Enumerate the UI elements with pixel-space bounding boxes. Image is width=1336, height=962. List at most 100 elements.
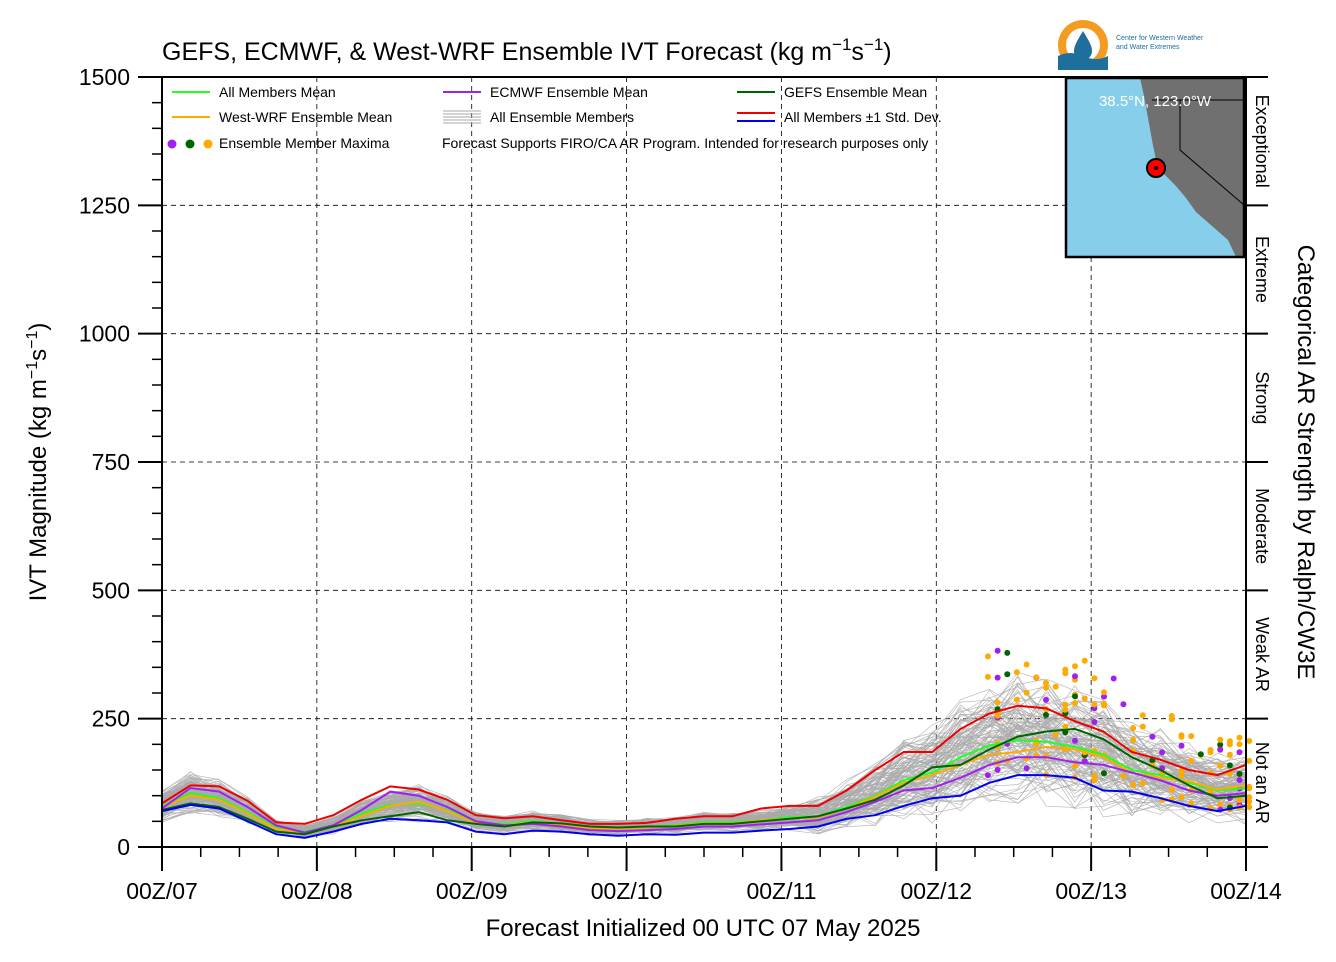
member-maximum-dot	[994, 699, 1001, 706]
grid-lines	[162, 77, 1246, 847]
member-maximum-dot	[984, 653, 991, 660]
member-maximum-dot	[1081, 695, 1088, 702]
member-maximum-dot	[1004, 649, 1011, 656]
member-maximum-dot	[1062, 723, 1069, 730]
legend-label-wrf-mean: West-WRF Ensemble Mean	[219, 109, 392, 125]
legend-dot-wrf	[203, 139, 213, 149]
member-maximum-dot	[1072, 762, 1078, 769]
location-inset-map: 38.5°N, 123.0°W	[1064, 76, 1246, 259]
member-maximum-dot	[1178, 742, 1185, 749]
legend-dot-gefs	[185, 139, 195, 149]
member-maximum-dot	[1236, 734, 1243, 741]
member-maximum-dot	[1091, 773, 1098, 779]
member-maximum-dot	[1052, 683, 1059, 690]
member-maximum-dot	[994, 647, 1001, 654]
category-axis: Not an AR Weak AR Moderate Strong Extreme Exc…	[1246, 76, 1272, 848]
member-maximum-dot	[984, 772, 991, 779]
member-maximum-dot	[1236, 770, 1243, 777]
series-line-ecmwf-mean	[161, 756, 1247, 834]
member-maximum-dot	[1236, 749, 1243, 756]
member-maximum-dot	[1168, 786, 1175, 793]
member-maximum-dot	[1101, 700, 1107, 707]
member-maximum-dot	[1120, 701, 1127, 708]
ensemble-member-line	[161, 712, 1247, 830]
member-maximum-dot	[1217, 741, 1224, 748]
legend-label-gefs-mean: GEFS Ensemble Mean	[784, 84, 927, 100]
y-tick-label: 0	[117, 834, 130, 860]
member-maximum-dot	[1062, 701, 1069, 708]
inset-land	[1140, 78, 1244, 257]
member-maximum-dot	[1139, 723, 1146, 730]
member-maximum-dot	[1178, 794, 1185, 801]
x-axis-label: Forecast Initialized 00 UTC 07 May 2025	[486, 915, 921, 942]
x-tick-label: 00Z/08	[281, 878, 353, 904]
member-maximum-dot	[1246, 798, 1253, 805]
y-axis: 0 250 500 750 1000 1250 1500	[79, 64, 162, 860]
legend-label-std: All Members ±1 Std. Dev.	[784, 109, 942, 125]
member-maximum-dot	[1226, 738, 1233, 745]
member-maximum-dot	[1168, 712, 1175, 719]
member-maximum-dot	[1101, 693, 1107, 700]
member-maximum-dot	[1188, 800, 1195, 807]
member-maximum-dot	[1043, 696, 1049, 703]
member-maximum-dot	[1130, 781, 1137, 788]
member-maximum-dot	[994, 712, 1001, 719]
member-maximum-dot	[1217, 801, 1224, 808]
logo-waves	[1058, 53, 1108, 70]
member-maximum-dot	[1091, 701, 1098, 708]
member-maximum-dot	[1072, 700, 1078, 707]
legend-label-ecmwf-mean: ECMWF Ensemble Mean	[490, 84, 648, 100]
member-maximum-dot	[1072, 737, 1078, 744]
x-tick-label: 00Z/14	[1210, 878, 1282, 904]
location-marker-dot	[1154, 166, 1158, 170]
y-tick-label: 500	[92, 577, 130, 603]
chart-title: GEFS, ECMWF, & West-WRF Ensemble IVT For…	[162, 35, 892, 66]
member-maximum-dot	[1101, 770, 1107, 777]
member-maximum-dot	[1246, 804, 1253, 811]
water-drop-icon	[1074, 31, 1092, 60]
x-tick-label: 00Z/13	[1055, 878, 1127, 904]
member-maximum-dot	[1062, 706, 1069, 713]
category-label: Weak AR	[1252, 617, 1272, 692]
y-tick-label: 750	[92, 449, 130, 475]
member-maximum-dot	[1023, 661, 1030, 668]
member-maximum-dot	[994, 674, 1001, 681]
member-maximum-dot	[1120, 773, 1127, 780]
member-maximum-dot	[1236, 797, 1243, 803]
x-tick-label: 00Z/11	[746, 878, 816, 904]
member-maximum-dot	[1188, 757, 1195, 764]
member-maximum-dot	[1149, 733, 1156, 740]
inset-state-lines	[1152, 99, 1245, 206]
y-tick-label: 1000	[79, 321, 130, 347]
mean-series	[161, 704, 1247, 839]
series-line-lower-std	[161, 774, 1247, 839]
member-maximum-dot	[1217, 746, 1224, 753]
x-tick-label: 00Z/12	[900, 878, 972, 904]
member-maximum-dot	[1246, 794, 1253, 801]
member-maximum-dot	[1246, 757, 1253, 764]
x-tick-label: 00Z/07	[126, 878, 198, 904]
member-maximum-dot	[1139, 780, 1146, 787]
legend-swatch-members	[443, 110, 481, 124]
x-axis: 00Z/07 00Z/08 00Z/09 00Z/10 00Z/11 00Z/12 00Z/…	[126, 847, 1282, 904]
member-maximum-dot	[1043, 679, 1049, 686]
member-maximum-dot	[1081, 657, 1088, 664]
member-maximum-dot	[1197, 751, 1204, 758]
category-label: Strong	[1252, 371, 1272, 424]
member-maximum-dot	[1091, 777, 1098, 784]
member-maximum-dot	[1023, 689, 1030, 696]
legend: All Members Mean ECMWF Ensemble Mean GEF…	[167, 84, 942, 151]
member-maximum-dot	[1013, 669, 1020, 676]
member-maximum-dot	[1052, 731, 1059, 738]
member-maximum-dot	[1188, 733, 1195, 740]
member-maximum-dot	[1236, 777, 1243, 783]
series-line-upper-std	[161, 704, 1247, 825]
member-maximum-dot	[1004, 671, 1011, 678]
member-maximum-dot	[1091, 719, 1098, 725]
member-maximum-dot	[1013, 696, 1020, 703]
research-notice: Forecast Supports FIRO/CA AR Program. In…	[442, 135, 928, 151]
cw3e-logo: Center for Western Weather and Water Ext…	[1058, 20, 1204, 70]
inset-location-label: 38.5°N, 123.0°W	[1099, 93, 1212, 110]
member-maximum-dot	[1043, 684, 1049, 691]
